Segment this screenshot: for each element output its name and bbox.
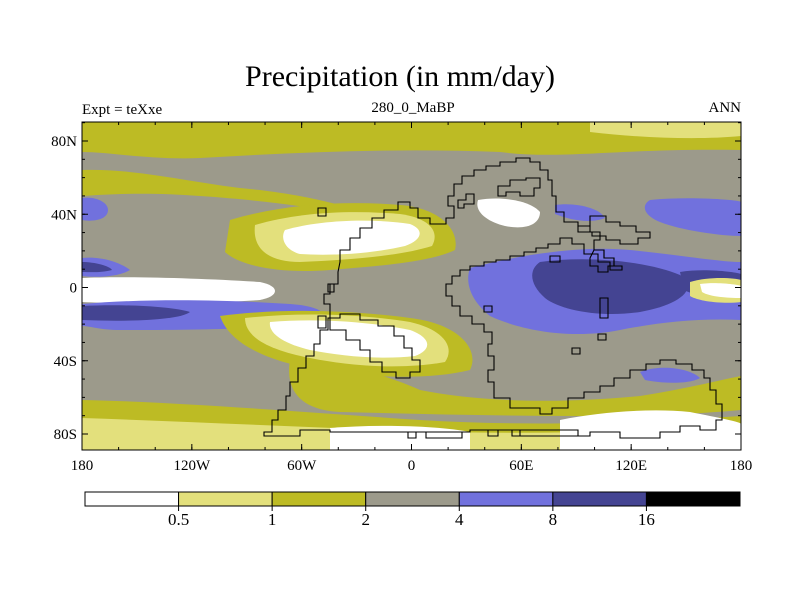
season-label: ANN [708,100,742,116]
lon-tick-label: 0 [408,458,416,474]
colorbar-swatch [178,491,273,507]
continent-outlines [263,157,723,439]
field-eq-dark-left [82,262,112,273]
lon-tick-label: 120W [173,458,211,474]
island-6 [317,315,327,329]
lon-tick-label: 60W [287,458,317,474]
plot-title: Precipitation (in mm/day) [245,60,555,93]
polar-strip-1 [425,431,463,439]
field-n-storm-mid [555,204,605,221]
lat-tick-label: 80S [54,427,77,443]
field-eq-dry-left [82,277,275,304]
lon-tick-label: 120E [615,458,647,474]
island-1 [317,207,327,217]
lon-tick-label: 180 [71,458,94,474]
lat-tick-label: 0 [70,281,78,297]
field-s-continent-yellow [289,360,741,416]
colorbar-label: 1 [268,510,277,529]
precipitation-field [82,122,741,450]
lon-tick-label: 180 [730,458,753,474]
lat-tick-label: 40N [51,207,77,223]
field-n-highland-white [477,198,540,228]
field-arctic-light [590,122,741,139]
field-s-subtrop-white [269,320,428,358]
east-block [577,215,651,245]
colorbar-label: 2 [361,510,370,529]
longitude-axis: 180 120W 60W 0 60E 120E 180 [71,122,753,474]
field-nlat-band [82,169,340,212]
colorbar-swatch [84,491,180,507]
polar-strip-2 [487,429,499,437]
field-s-polar-white [560,410,741,450]
tethys-north [497,177,541,197]
lat-tick-label: 40S [54,354,77,370]
field-n-storm-right [644,198,741,236]
polar-strip-4 [407,431,417,439]
island-7 [327,283,335,293]
field-arctic-band [82,122,741,159]
colorbar-swatch [365,491,460,507]
east-coast-chain [589,249,615,273]
colorbar-swatch [552,491,647,507]
colorbar-label: 16 [638,510,655,529]
field-s-storm-right [640,367,700,383]
colorbar-label: 8 [549,510,558,529]
island-4 [571,347,581,355]
arctic-island [457,193,475,209]
colorbar-label: 4 [455,510,464,529]
latitude-axis: 80N 40N 0 40S 80S [51,122,741,443]
colorbar-swatch [458,491,554,507]
island-2 [483,305,493,313]
field-s-storm-dark [82,305,190,321]
field-n-storm-left [82,197,108,221]
experiment-label: Expt = teXxe [82,102,163,118]
colorbar-swatch [645,491,741,507]
field-eq-dry-right-white [700,283,741,298]
island-3 [599,297,609,319]
pangea-outline [263,157,723,439]
inner-seaway [329,313,421,379]
polar-strip-3 [511,429,579,437]
colorbar: 0.5 1 2 4 8 16 [84,491,741,529]
island-8 [549,255,561,263]
period-label: 280_0_MaBP [371,100,455,116]
colorbar-label: 0.5 [168,510,189,529]
colorbar-swatch [271,491,367,507]
lon-tick-label: 60E [509,458,533,474]
island-5 [597,333,607,341]
lat-tick-label: 80N [51,134,77,150]
field-eq-dark-main [532,259,688,315]
